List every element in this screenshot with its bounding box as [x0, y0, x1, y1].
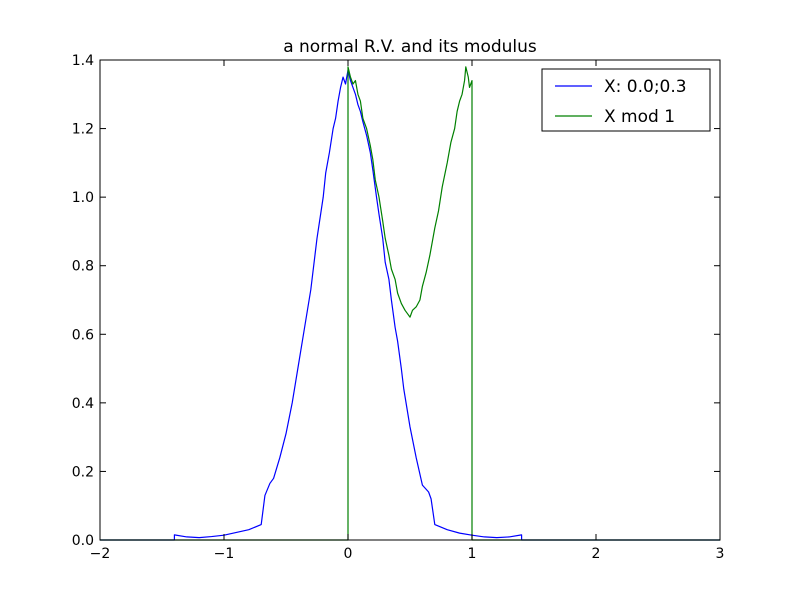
plot-frame	[99, 59, 721, 541]
legend-label-series-1: X: 0.0;0.3	[604, 77, 687, 97]
legend-box	[541, 68, 711, 132]
y-tick-label: 0.4	[72, 396, 94, 412]
legend-label-series-2: X mod 1	[604, 107, 675, 127]
legend: X: 0.0;0.3 X mod 1	[541, 68, 711, 132]
y-tick-label: 0.6	[72, 327, 94, 343]
x-tick-label: 3	[716, 546, 725, 562]
y-tick-label: 0.2	[72, 464, 94, 480]
x-tick-label: 1	[468, 546, 477, 562]
series-line-2	[100, 66, 720, 541]
y-tick-label: 0.0	[72, 533, 94, 549]
y-tick-label: 1.0	[72, 190, 94, 206]
x-tick-label: −1	[214, 546, 235, 562]
y-tick-label: 1.2	[72, 122, 94, 138]
chart-title: a normal R.V. and its modulus	[283, 37, 537, 57]
series-line-1	[100, 69, 720, 541]
series-layer	[100, 66, 720, 541]
x-tick-label: 0	[344, 546, 353, 562]
x-tick-label: 2	[592, 546, 601, 562]
x-tick-label: −2	[90, 546, 111, 562]
y-tick-label: 1.4	[72, 53, 94, 69]
y-tick-label: 0.8	[72, 259, 94, 275]
plot-area	[100, 60, 720, 540]
